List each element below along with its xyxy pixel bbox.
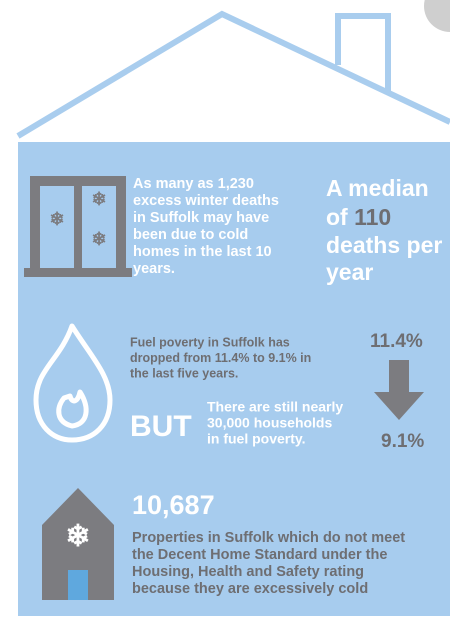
deaths-text: years. bbox=[133, 261, 175, 277]
but-text: BUT bbox=[130, 410, 192, 443]
fuel-text: Fuel poverty in Suffolk has bbox=[130, 335, 290, 349]
svg-text:❄: ❄ bbox=[49, 209, 64, 229]
fuel-from: 11.4% bbox=[370, 331, 423, 352]
window-icon: ❄ ❄ ❄ bbox=[24, 176, 132, 277]
fuel-still-text: in fuel poverty. bbox=[207, 431, 306, 447]
median-number: 110 bbox=[354, 204, 391, 230]
deaths-text: As many as 1,230 bbox=[133, 176, 254, 192]
deaths-text: excess winter deaths bbox=[133, 193, 279, 209]
deaths-text: in Suffolk may have bbox=[133, 210, 269, 226]
svg-text:❄: ❄ bbox=[91, 189, 106, 209]
roof bbox=[16, 10, 450, 139]
properties-text: Properties in Suffolk which do not meet bbox=[132, 530, 405, 546]
properties-text: because they are excessively cold bbox=[132, 581, 368, 597]
fuel-still-text: 30,000 households bbox=[207, 415, 332, 431]
fuel-text: the last five years. bbox=[130, 366, 238, 380]
svg-text:❄: ❄ bbox=[65, 520, 90, 553]
svg-text:❄: ❄ bbox=[91, 229, 106, 249]
median-text: A median bbox=[326, 175, 429, 201]
deaths-text: homes in the last 10 bbox=[133, 244, 272, 260]
median-text: of 110 bbox=[326, 204, 391, 230]
properties-text: Housing, Health and Safety rating bbox=[132, 564, 364, 580]
fuel-text: dropped from 11.4% to 9.1% in bbox=[130, 351, 311, 365]
deaths-text: been due to cold bbox=[133, 227, 248, 243]
properties-number: 10,687 bbox=[132, 490, 215, 520]
median-of: of bbox=[326, 204, 348, 230]
properties-text: the Decent Home Standard under the bbox=[132, 547, 387, 563]
median-text: deaths per bbox=[326, 232, 442, 258]
fuel-to: 9.1% bbox=[381, 431, 424, 452]
corner-circle bbox=[424, 0, 450, 32]
flame-icon bbox=[33, 323, 113, 443]
median-text: year bbox=[326, 259, 373, 285]
fuel-still-text: There are still nearly bbox=[207, 399, 343, 415]
house-icon: ❄ bbox=[42, 488, 114, 600]
arrow-icon bbox=[374, 360, 424, 420]
chimney bbox=[335, 13, 391, 94]
